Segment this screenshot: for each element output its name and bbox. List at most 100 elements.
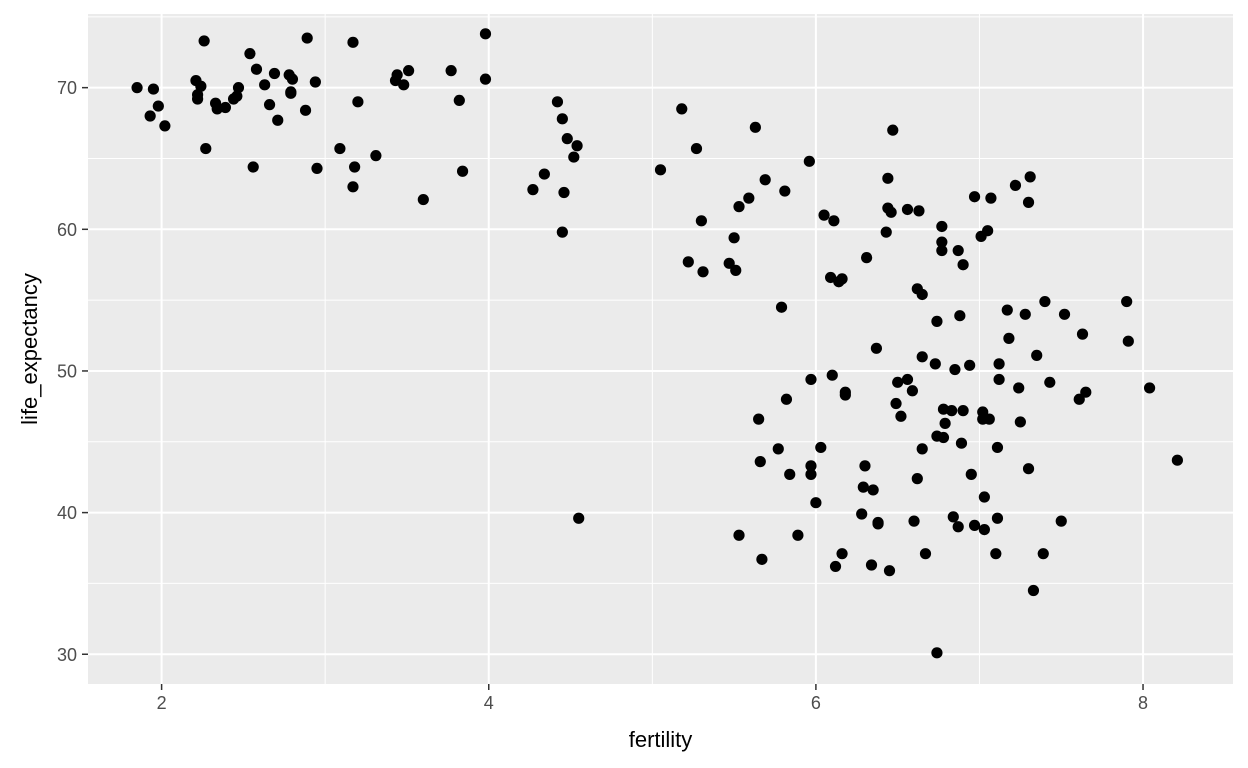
data-point — [453, 94, 465, 107]
data-point — [556, 226, 568, 238]
data-point — [250, 63, 263, 75]
data-point — [1121, 295, 1133, 308]
x-axis-title: fertility — [629, 727, 693, 752]
data-point — [231, 90, 243, 102]
data-point — [1027, 584, 1040, 597]
data-point — [993, 373, 1005, 386]
data-point — [818, 209, 830, 221]
data-point — [784, 468, 796, 480]
data-point — [775, 301, 788, 313]
data-point — [259, 79, 271, 91]
data-point — [347, 36, 359, 48]
data-point — [152, 100, 164, 112]
data-point — [131, 82, 143, 94]
data-point — [885, 206, 897, 218]
data-point — [882, 172, 894, 184]
data-point — [890, 397, 902, 410]
data-point — [946, 405, 958, 417]
data-point — [978, 524, 990, 536]
data-point — [200, 142, 212, 155]
y-tick-label: 60 — [57, 220, 77, 240]
data-point — [931, 647, 943, 659]
data-point — [965, 468, 977, 480]
data-point — [865, 559, 878, 571]
data-point — [417, 193, 429, 206]
data-point — [219, 101, 231, 114]
data-point — [936, 236, 948, 248]
data-point — [479, 28, 492, 40]
x-axis: 2 4 6 8 — [157, 684, 1148, 713]
data-point — [1013, 382, 1025, 394]
data-point — [690, 142, 703, 155]
data-point — [947, 511, 959, 523]
data-point — [247, 161, 259, 173]
data-point — [334, 142, 346, 155]
data-points — [131, 28, 1183, 659]
data-point — [1044, 376, 1056, 388]
data-point — [805, 468, 817, 480]
data-point — [836, 548, 848, 560]
data-point — [936, 220, 948, 233]
data-point — [1014, 416, 1026, 428]
data-point — [568, 151, 580, 163]
data-point — [697, 266, 709, 278]
data-point — [857, 481, 869, 493]
data-point — [1039, 295, 1051, 308]
data-point — [859, 460, 871, 472]
data-point — [733, 529, 745, 541]
data-point — [556, 113, 568, 125]
data-point — [901, 203, 914, 216]
data-point — [993, 358, 1005, 370]
data-point — [191, 93, 204, 105]
data-point — [1003, 332, 1015, 344]
data-point — [403, 65, 415, 77]
data-point — [803, 155, 815, 167]
data-point — [957, 405, 969, 417]
data-point — [880, 226, 892, 238]
data-point — [836, 273, 848, 285]
data-point — [754, 456, 766, 468]
data-point — [527, 184, 539, 196]
data-point — [949, 363, 961, 376]
y-tick-label: 40 — [57, 503, 77, 523]
x-tick-label: 2 — [157, 693, 167, 713]
data-point — [144, 110, 156, 122]
x-tick-label: 4 — [484, 693, 494, 713]
data-point — [1171, 454, 1183, 466]
data-point — [1055, 515, 1067, 527]
data-point — [445, 65, 457, 77]
data-point — [937, 431, 950, 444]
data-point — [1073, 393, 1085, 405]
data-point — [952, 521, 964, 533]
data-point — [286, 73, 299, 85]
data-point — [939, 417, 951, 429]
data-point — [232, 82, 245, 94]
data-point — [1076, 328, 1089, 340]
data-point — [772, 443, 784, 455]
data-point — [195, 80, 207, 92]
data-point — [749, 121, 761, 133]
data-point — [810, 497, 822, 509]
data-point — [753, 413, 765, 425]
data-point — [695, 215, 707, 227]
data-point — [347, 181, 359, 193]
data-point — [964, 359, 976, 371]
data-point — [957, 259, 969, 271]
data-point — [676, 103, 688, 115]
data-point — [955, 437, 968, 449]
data-point — [892, 376, 904, 388]
data-point — [991, 441, 1004, 454]
data-point — [263, 99, 276, 111]
data-point — [301, 32, 313, 44]
data-point — [654, 164, 667, 176]
data-point — [887, 124, 899, 136]
data-point — [919, 548, 932, 560]
data-point — [805, 373, 817, 386]
data-point — [1037, 548, 1049, 560]
data-point — [538, 168, 550, 180]
data-point — [733, 201, 745, 213]
data-point — [968, 191, 981, 203]
data-point — [929, 358, 941, 370]
data-point — [829, 560, 842, 573]
